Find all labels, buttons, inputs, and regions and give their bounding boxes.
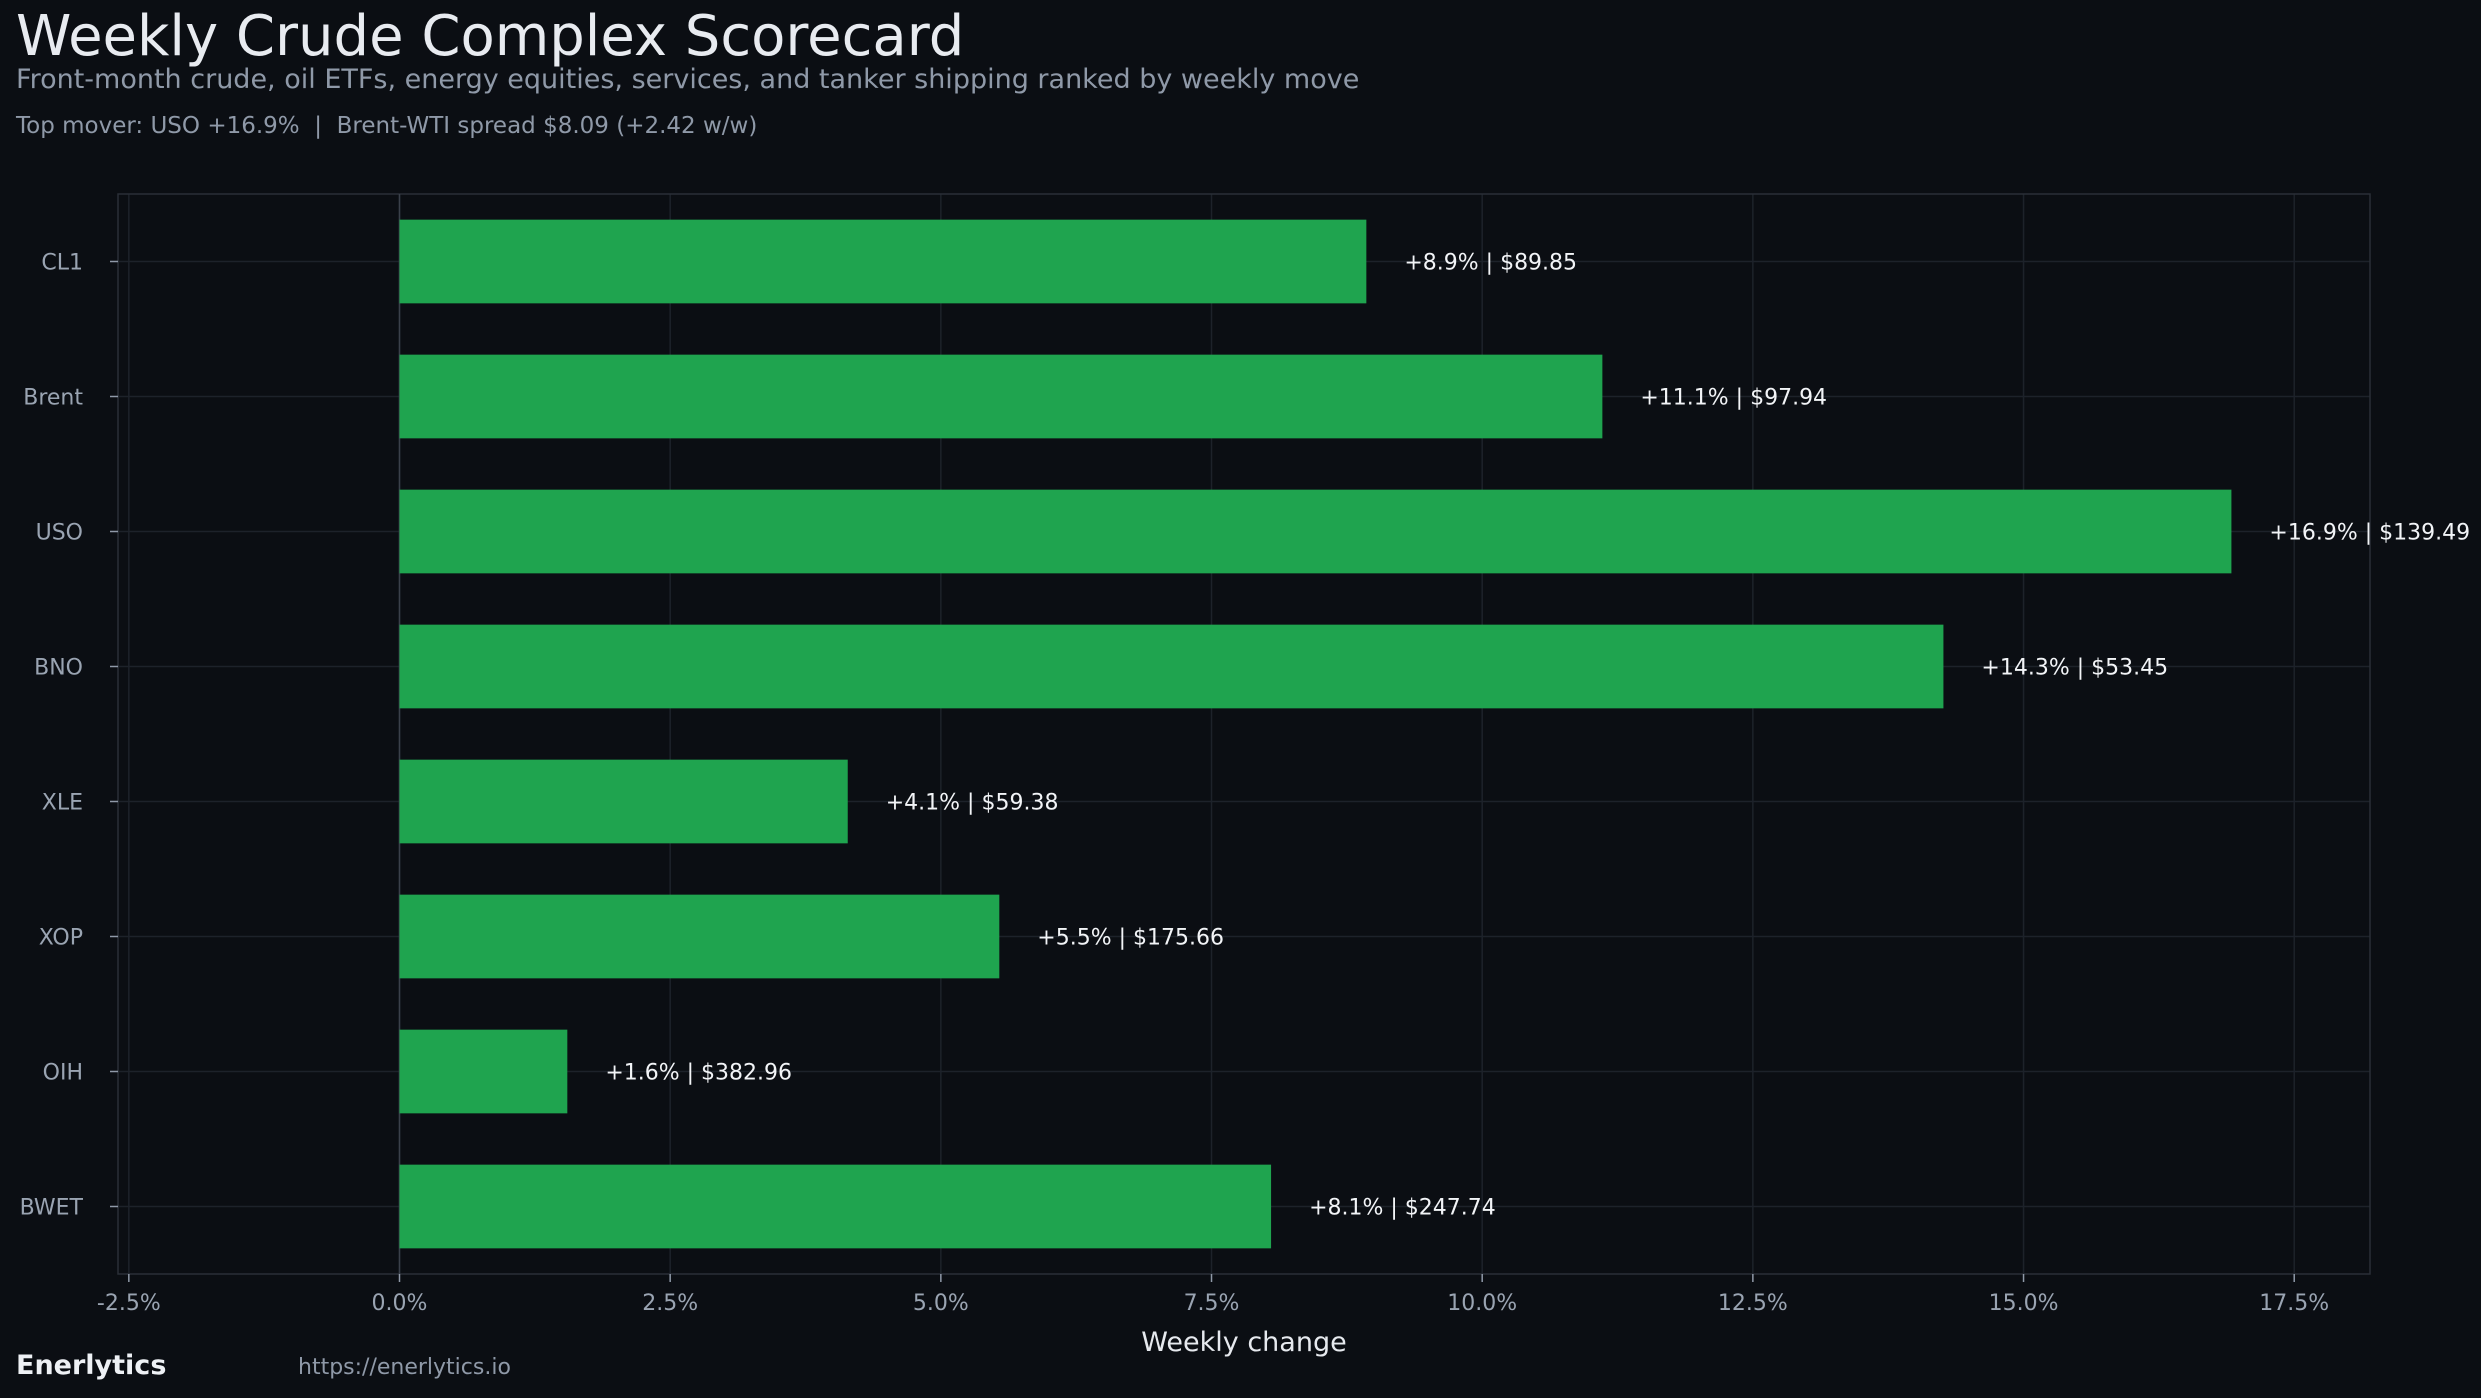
bar-cl1	[399, 219, 1367, 304]
data-label-oih: +1.6% | $382.96	[605, 1061, 792, 1086]
x-tick-label: 17.5%	[2259, 1291, 2329, 1316]
data-label-bno: +14.3% | $53.45	[1981, 656, 2168, 681]
x-tick-label: 0.0%	[372, 1291, 428, 1316]
y-tick-label: CL1	[41, 251, 83, 276]
bar-oih	[399, 1029, 568, 1114]
x-tick-label: 12.5%	[1718, 1291, 1788, 1316]
y-tick-label: XLE	[42, 791, 83, 816]
brand-name: Enerlytics	[16, 1350, 167, 1381]
data-label-brent: +11.1% | $97.94	[1640, 386, 1827, 411]
bar-xle	[399, 759, 848, 844]
data-labels: +8.9% | $89.85 +11.1% | $97.94 +16.9% | $1…	[605, 251, 2470, 1221]
x-tick-label: 2.5%	[642, 1291, 698, 1316]
bars	[399, 219, 2232, 1249]
plot-frame	[117, 193, 2371, 1275]
x-tick-label: 10.0%	[1447, 1291, 1517, 1316]
bar-brent	[399, 354, 1603, 439]
bar-uso	[399, 489, 2232, 574]
y-tick-label: BWET	[20, 1196, 84, 1221]
y-axis: CL1 Brent USO BNO XLE XOP OIH BWET	[20, 251, 118, 1221]
chart-subtitle: Front-month crude, oil ETFs, energy equi…	[16, 64, 1360, 95]
bar-bno	[399, 624, 1944, 709]
x-tick-label: 15.0%	[1989, 1291, 2059, 1316]
summary-note: Top mover: USO +16.9% | Brent-WTI spread…	[16, 113, 758, 139]
chart-title: Weekly Crude Complex Scorecard	[16, 4, 965, 69]
x-tick-label: 7.5%	[1184, 1291, 1240, 1316]
data-label-uso: +16.9% | $139.49	[2269, 521, 2470, 546]
y-tick-label: XOP	[39, 926, 83, 951]
x-tick-label: -2.5%	[97, 1291, 161, 1316]
footer-url[interactable]: https://enerlytics.io	[298, 1355, 511, 1380]
y-tick-label: OIH	[43, 1061, 83, 1086]
data-label-cl1: +8.9% | $89.85	[1404, 251, 1577, 276]
data-label-xle: +4.1% | $59.38	[886, 791, 1059, 816]
data-label-xop: +5.5% | $175.66	[1037, 926, 1224, 951]
x-axis: -2.5% 0.0% 2.5% 5.0% 7.5% 10.0% 12.5% 15.0% 17.5…	[97, 1274, 2329, 1316]
y-tick-label: Brent	[23, 386, 83, 411]
y-tick-label: USO	[36, 521, 83, 546]
data-label-bwet: +8.1% | $247.74	[1309, 1196, 1496, 1221]
x-axis-title: Weekly change	[1141, 1327, 1346, 1358]
bar-bwet	[399, 1164, 1272, 1249]
y-tick-label: BNO	[34, 656, 83, 681]
x-tick-label: 5.0%	[913, 1291, 969, 1316]
bar-xop	[399, 894, 1000, 979]
